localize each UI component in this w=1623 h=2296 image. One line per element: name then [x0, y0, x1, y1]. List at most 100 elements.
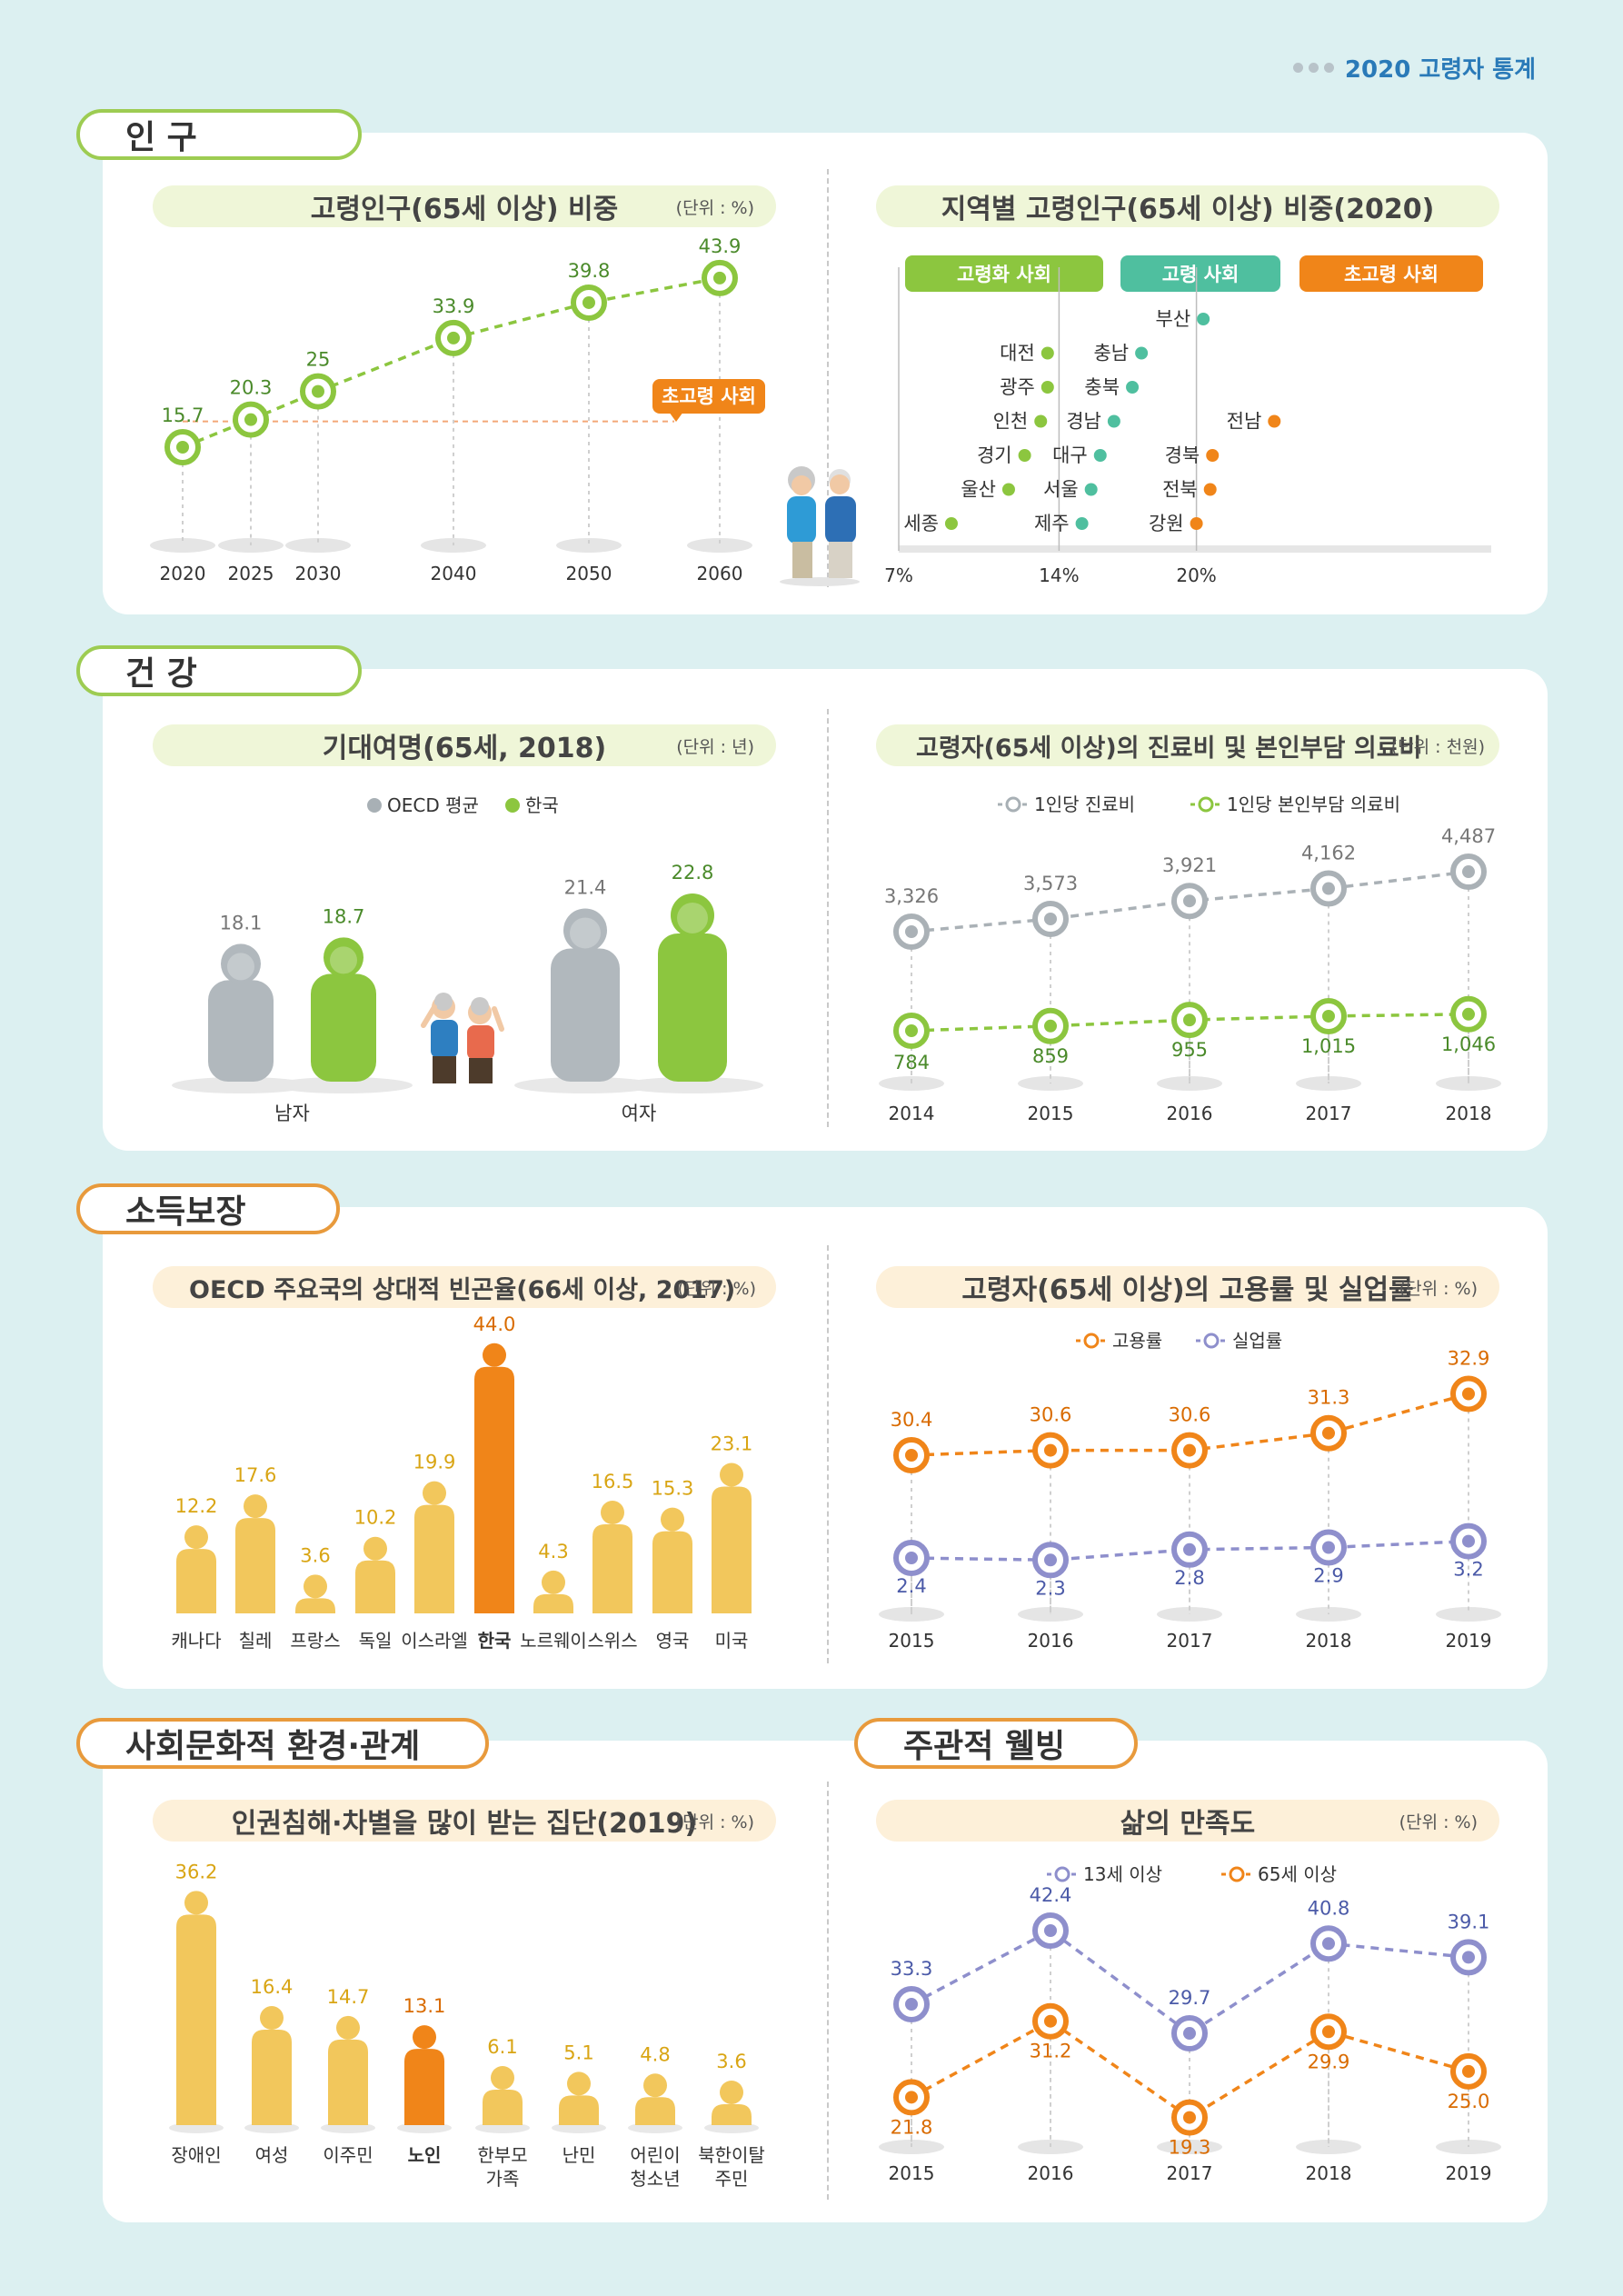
- region-point: [1135, 346, 1149, 360]
- data-label: 15.7: [162, 404, 204, 426]
- figure-face: [570, 917, 601, 949]
- bar-head: [661, 1507, 684, 1532]
- chart-title: 삶의 만족도: [1120, 1808, 1256, 1840]
- x-tick-label: 남자: [274, 1103, 310, 1124]
- region-point: [1041, 381, 1054, 394]
- category-label: 고령화 사회: [957, 264, 1051, 285]
- x-tick-label: 2017: [1167, 2162, 1213, 2184]
- section-label: 소득보장: [125, 1193, 246, 1231]
- bar-head: [483, 1343, 506, 1367]
- region-point: [1034, 414, 1048, 428]
- region-point: [1206, 449, 1220, 462]
- x-tick-label: 2060: [697, 563, 743, 584]
- region-label: 제주: [1034, 513, 1070, 534]
- region-point: [1084, 483, 1098, 496]
- x-tick-label: 칠레: [239, 1630, 273, 1652]
- data-label: 4.8: [640, 2043, 670, 2065]
- figure-head: [324, 937, 363, 978]
- chart-title-c6: 고령자(65세 이상)의 고용률 및 실업률 (단위 : %): [876, 1266, 1499, 1308]
- section-tag-income: 소득보장: [76, 1183, 340, 1234]
- x-base-shadow: [1436, 1607, 1501, 1622]
- legend-marker: [1203, 1333, 1220, 1349]
- region-label: 경남: [1066, 411, 1101, 433]
- figure-face: [677, 902, 708, 933]
- x-tick-label: 여자: [622, 1103, 657, 1124]
- region-label: 경북: [1165, 444, 1200, 466]
- data-label: 2.9: [1313, 1565, 1343, 1587]
- chart-title-c5: OECD 주요국의 상대적 빈곤율(66세 이상, 2017) (단위 : %): [153, 1266, 776, 1308]
- figure-body: [311, 973, 376, 1082]
- data-point-center: [905, 1998, 918, 2011]
- x-tick-label: 이스라엘: [401, 1630, 468, 1652]
- data-label: 39.1: [1448, 1911, 1490, 1932]
- legend-label: OECD 평균: [387, 794, 479, 816]
- data-point-center: [1183, 2027, 1196, 2041]
- data-point-center: [1044, 1019, 1057, 1033]
- region-point: [1268, 414, 1281, 428]
- x-tick-label: 2019: [1446, 2162, 1492, 2184]
- x-tick-label: 2017: [1306, 1103, 1352, 1124]
- x-tick-label: 2016: [1028, 1630, 1074, 1652]
- bar: [404, 2049, 444, 2125]
- x-tick-label: 20%: [1176, 564, 1216, 586]
- data-label: 2.3: [1035, 1577, 1065, 1599]
- data-label: 1,046: [1441, 1033, 1496, 1055]
- region-label: 부산: [1156, 308, 1191, 330]
- category-pill-aged: 고령 사회: [1120, 255, 1280, 292]
- data-label: 14.7: [327, 1986, 370, 2008]
- category-label: 고령 사회: [1161, 264, 1240, 285]
- x-tick-label: 노인: [408, 2144, 442, 2166]
- section-label: 인 구: [125, 119, 197, 156]
- data-point-center: [905, 1552, 918, 1564]
- series-line: [911, 1928, 1469, 2036]
- data-point-center: [1044, 1924, 1057, 1938]
- figure-body: [208, 980, 274, 1082]
- legend-marker: [1005, 796, 1021, 813]
- legend-marker: [1083, 1333, 1100, 1349]
- bar: [176, 1914, 216, 2125]
- bar-head: [413, 2025, 436, 2050]
- data-point-center: [1462, 2064, 1475, 2078]
- data-point-center: [905, 1449, 918, 1462]
- chart-title-c7: 인권침해·차별을 많이 받는 집단(2019) (단위 : %): [153, 1800, 776, 1842]
- region-label: 전남: [1227, 411, 1262, 433]
- region-label: 충남: [1093, 343, 1129, 364]
- data-label: 2.8: [1174, 1567, 1204, 1589]
- data-label: 3.6: [300, 1544, 330, 1566]
- figure-head: [671, 893, 714, 937]
- data-label: 784: [893, 1052, 930, 1073]
- chart-title-c1: 고령인구(65세 이상) 비중 (단위 : %): [153, 185, 776, 227]
- figure-face: [227, 953, 254, 981]
- x-tick-label: 여성: [255, 2144, 289, 2166]
- chart-title-c8: 삶의 만족도 (단위 : %): [876, 1800, 1499, 1842]
- chart-title: 기대여명(65세, 2018): [322, 733, 607, 764]
- bar: [592, 1524, 632, 1613]
- bar-head: [260, 2006, 284, 2031]
- data-point-center: [1462, 1387, 1475, 1401]
- x-tick-label: 청소년: [630, 2168, 680, 2190]
- divider: [827, 1782, 829, 2200]
- x-tick-label: 장애인: [171, 2144, 221, 2166]
- bar-head: [336, 2015, 360, 2040]
- data-label: 32.9: [1448, 1348, 1490, 1370]
- data-point-center: [1462, 865, 1475, 879]
- data-label: 21.4: [564, 876, 607, 898]
- bar: [328, 2039, 368, 2125]
- region-label: 서울: [1043, 479, 1079, 501]
- data-point-center: [905, 925, 918, 938]
- chart-unit: (단위 : %): [675, 197, 754, 218]
- axis-bar: [899, 545, 1491, 553]
- x-tick-label: 2015: [1028, 1103, 1074, 1124]
- data-point-center: [1183, 894, 1196, 908]
- x-tick-label: 2016: [1167, 1103, 1213, 1124]
- data-label: 955: [1171, 1039, 1208, 1061]
- bar: [712, 2103, 752, 2125]
- data-label: 16.4: [251, 1976, 294, 1998]
- figure-body: [658, 933, 727, 1082]
- x-tick-label: 한국: [478, 1630, 512, 1652]
- data-label: 42.4: [1030, 1884, 1072, 1906]
- data-point-center: [312, 384, 324, 398]
- chart-title-c3: 기대여명(65세, 2018) (단위 : 년): [153, 724, 776, 766]
- chart-title-c4: 고령자(65세 이상)의 진료비 및 본인부담 의료비 (단위 : 천원): [876, 724, 1499, 766]
- x-tick-label: 이주민: [323, 2144, 373, 2166]
